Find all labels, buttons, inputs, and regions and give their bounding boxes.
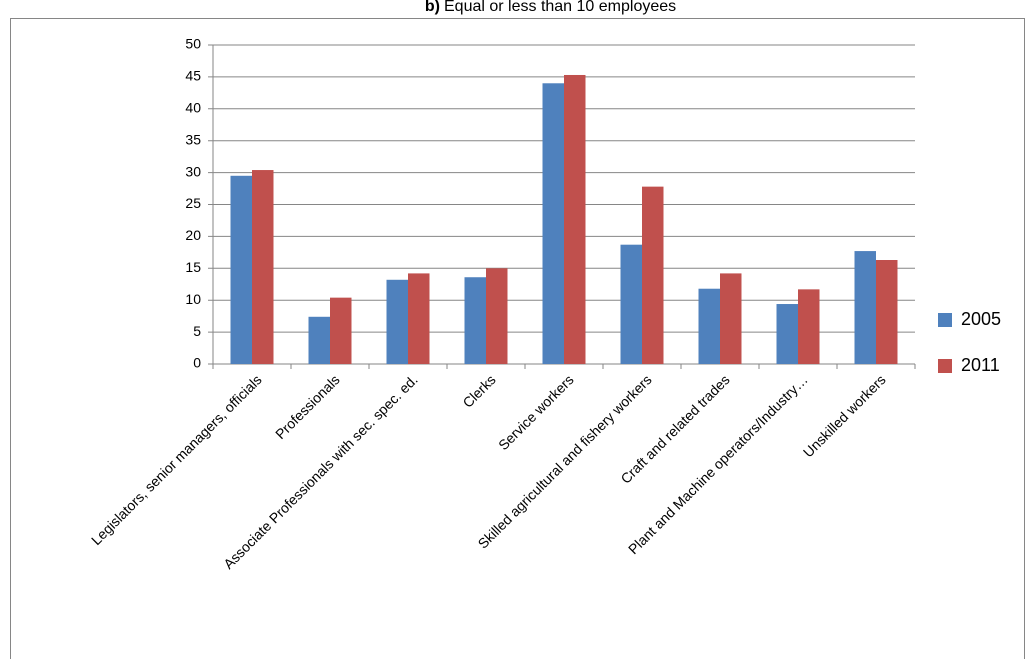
y-tick-label: 30	[185, 163, 201, 179]
y-tick-label: 40	[185, 100, 201, 116]
bar	[464, 277, 486, 364]
chart-title: Equal or less than 10 employees	[444, 0, 676, 15]
chart-label: b)	[425, 0, 440, 15]
y-tick-label: 10	[185, 291, 201, 307]
bar	[330, 297, 352, 364]
y-tick-label: 35	[185, 131, 201, 147]
bar	[876, 260, 898, 364]
bar	[698, 288, 720, 364]
bar	[620, 244, 642, 364]
y-tick-label: 20	[185, 227, 201, 243]
bar	[642, 186, 664, 364]
bar	[308, 316, 330, 364]
y-tick-label: 5	[193, 323, 201, 339]
y-tick-label: 0	[193, 355, 201, 371]
legend-swatch	[938, 313, 952, 327]
y-tick-label: 45	[185, 68, 201, 84]
legend-label: 2011	[961, 355, 1000, 375]
y-tick-label: 50	[185, 36, 201, 52]
bar	[486, 268, 508, 364]
bar	[252, 170, 274, 364]
legend-label: 2005	[961, 309, 1001, 329]
bar	[776, 304, 798, 364]
bar	[854, 251, 876, 364]
y-tick-label: 25	[185, 195, 201, 211]
bar	[798, 289, 820, 364]
bar	[720, 273, 742, 364]
legend-swatch	[938, 359, 952, 373]
y-tick-label: 15	[185, 259, 201, 275]
bar	[542, 83, 564, 364]
bar	[386, 279, 408, 364]
bar	[230, 175, 252, 364]
bar	[564, 74, 586, 365]
bar	[408, 273, 430, 364]
